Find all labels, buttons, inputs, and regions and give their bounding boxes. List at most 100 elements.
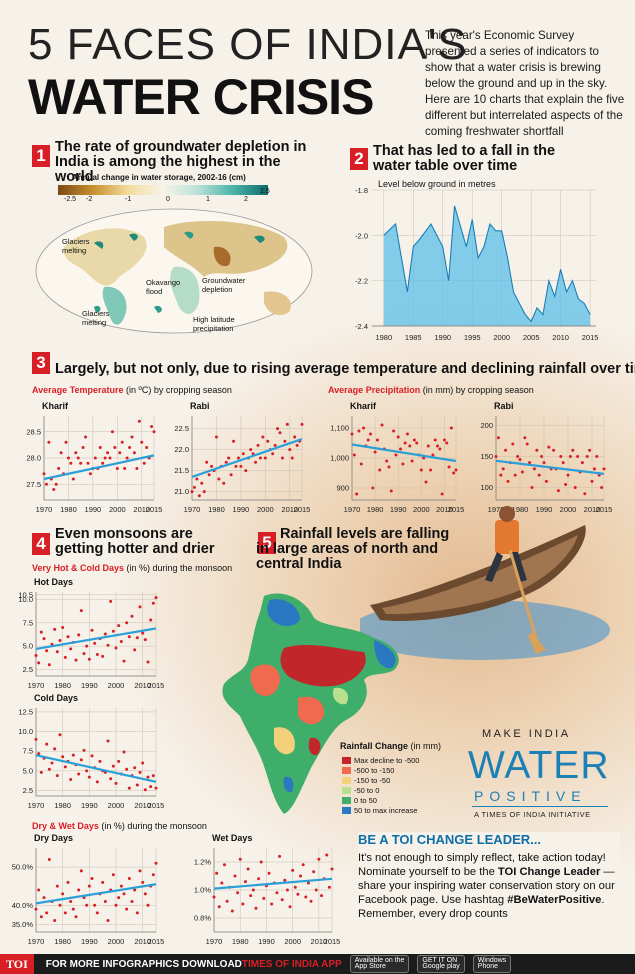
data-point: [71, 753, 75, 757]
data-point: [387, 465, 391, 469]
data-point: [429, 468, 433, 472]
data-point: [233, 874, 237, 878]
data-point: [106, 451, 110, 455]
x-tick-label: 2015: [146, 505, 163, 514]
y-tick-label: 100: [480, 483, 493, 492]
data-point: [90, 877, 94, 881]
x-tick-label: 1970: [184, 505, 201, 514]
app-store-badge[interactable]: Available on the App Store: [349, 955, 410, 973]
data-point: [232, 439, 236, 443]
y-tick-label: 2.5: [23, 665, 33, 674]
data-point: [85, 644, 89, 648]
data-point: [312, 870, 316, 874]
temp-rabi-chart: Rabi 1970 1980 1990 2000 2010 2015 21.0 21.5 22.0…: [168, 398, 310, 516]
boat-illustration: [360, 506, 610, 660]
data-point: [234, 464, 238, 468]
hot-days-chart: Hot Days 1970 1980 1990 2000 2010 2015 2.5 5.0 7.…: [12, 574, 164, 692]
data-point: [74, 658, 78, 662]
data-point: [138, 605, 142, 609]
footer-app-link[interactable]: TIMES OF INDIA APP: [241, 958, 342, 970]
x-tick-label: 2010: [134, 681, 151, 690]
y-tick-label: -2.4: [355, 322, 368, 331]
data-point: [583, 492, 587, 496]
x-tick-label: 2015: [448, 505, 465, 514]
trend-line: [191, 438, 303, 478]
data-point: [120, 440, 124, 444]
data-point: [93, 903, 97, 907]
data-point: [93, 641, 97, 645]
google-play-badge[interactable]: GET IT ON Google play: [417, 955, 465, 973]
x-tick-label: 2000: [108, 681, 125, 690]
data-point: [399, 447, 403, 451]
data-point: [45, 911, 49, 915]
data-point: [127, 877, 131, 881]
y-tick-label: 1,000: [330, 454, 349, 463]
data-point: [74, 915, 78, 919]
data-point: [215, 871, 219, 875]
y-tick-label: 10.5: [18, 590, 33, 599]
data-point: [151, 774, 155, 778]
data-point: [278, 854, 282, 858]
map-label-high-latitude: High latitude precipitation: [193, 315, 235, 333]
data-point: [115, 467, 119, 470]
data-point: [592, 467, 596, 471]
data-point: [113, 446, 117, 449]
data-point: [523, 436, 527, 440]
data-point: [537, 473, 541, 477]
logo-subtitle: A TIMES OF INDIA INITIATIVE: [474, 810, 591, 819]
data-point: [366, 438, 370, 442]
data-point: [45, 649, 49, 653]
data-point: [362, 426, 366, 430]
data-point: [528, 461, 532, 465]
data-point: [114, 903, 118, 907]
data-point: [359, 462, 363, 466]
data-point: [220, 881, 224, 885]
data-point: [95, 780, 99, 784]
data-point: [263, 456, 267, 460]
title-line-2: WATER CRISIS: [28, 69, 374, 125]
data-point: [511, 442, 515, 446]
data-point: [122, 659, 126, 663]
rainfall-legend-title: Rainfall Change (in mm): [340, 741, 442, 751]
x-tick-label: 1990: [258, 937, 275, 946]
data-point: [566, 473, 570, 477]
data-point: [447, 465, 451, 469]
data-point: [513, 473, 517, 477]
x-tick-label: 1990: [390, 505, 407, 514]
data-point: [494, 454, 498, 458]
x-tick-label: 2000: [109, 505, 126, 514]
data-point: [128, 446, 132, 449]
x-tick-label: 1995: [464, 333, 481, 342]
x-tick-label: 1980: [54, 681, 71, 690]
scale-tick: 2.5: [260, 188, 270, 195]
data-point: [142, 461, 146, 465]
change-leader-box: BE A TOI CHANGE LEADER... It's not enoug…: [358, 832, 620, 950]
data-point: [205, 460, 209, 464]
section-1-number: 1: [32, 145, 50, 167]
x-tick-label: 1980: [232, 937, 249, 946]
data-point: [154, 861, 158, 865]
data-point: [518, 458, 522, 462]
x-tick-label: 2000: [108, 937, 125, 946]
data-point: [122, 892, 126, 896]
data-point: [132, 451, 136, 455]
data-point: [108, 456, 112, 460]
data-point: [222, 863, 226, 867]
windows-phone-badge[interactable]: Windows Phone: [472, 955, 512, 973]
data-point: [535, 448, 539, 452]
x-tick-label: 2000: [257, 505, 274, 514]
data-point: [135, 911, 139, 915]
data-point: [309, 899, 313, 903]
data-point: [84, 435, 88, 439]
data-point: [547, 445, 551, 449]
data-point: [520, 470, 524, 474]
data-point: [58, 639, 62, 643]
data-point: [532, 467, 536, 471]
logo-positive: POSITIVE: [474, 788, 587, 804]
data-point: [371, 486, 375, 490]
data-point: [436, 444, 440, 448]
data-point: [98, 759, 102, 763]
storage-scale-ticks: -2.5 -2 -1 0 1 2 2.5: [58, 188, 278, 206]
data-point: [600, 486, 604, 490]
